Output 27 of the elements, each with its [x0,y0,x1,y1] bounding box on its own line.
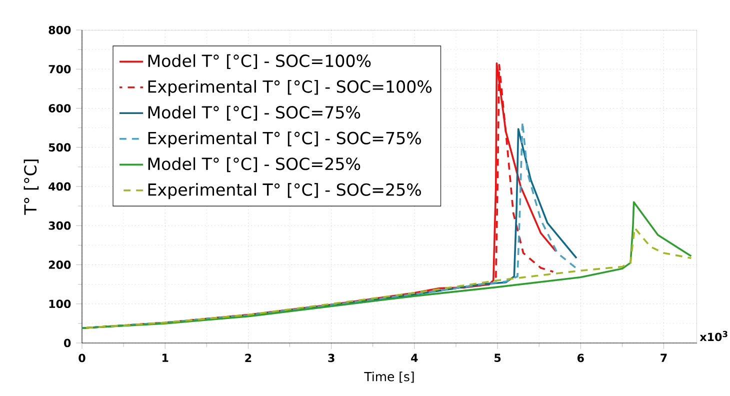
legend-label: Experimental T° [°C] - SOC=100% [148,80,432,96]
legend-label: Model T° [°C] - SOC=25% [148,157,360,172]
x-tick-label: 1 [162,354,168,362]
legend-label: Experimental T° [°C] - SOC=25% [148,183,421,200]
x-tick-label: 2 [245,354,252,362]
y-tick-label: 400 [48,182,71,191]
text: x10$^{3}$ [700,330,728,342]
x-tick-label: 4 [411,354,418,362]
legend-label: Experimental T° [°C] - SOC=75% [148,132,421,148]
line-series [82,201,692,330]
x-tick-label: 5 [494,354,501,362]
x-tick-label: 6 [577,354,584,362]
x-axis-title: Time [s] [364,372,414,383]
legend-label: Model T° [°C] - SOC=100% [148,54,371,70]
y-tick-label: 0 [64,338,71,348]
legend-label: Model T° [°C] - SOC=75% [148,106,360,121]
y-tick-label: 500 [48,143,71,152]
y-tick-label: 100 [49,300,71,308]
x-tick-label: 7 [660,354,667,362]
x-tick-label: 0 [78,354,86,362]
y-tick-label: 200 [48,260,71,269]
y-tick-label: 800 [48,26,71,34]
y-axis-title: T° [°C] [24,160,39,215]
y-tick-label: 700 [48,64,71,74]
y-tick-label: 600 [48,104,71,112]
y-tick-label: 300 [48,221,71,230]
x-tick-label: 3 [328,354,334,362]
